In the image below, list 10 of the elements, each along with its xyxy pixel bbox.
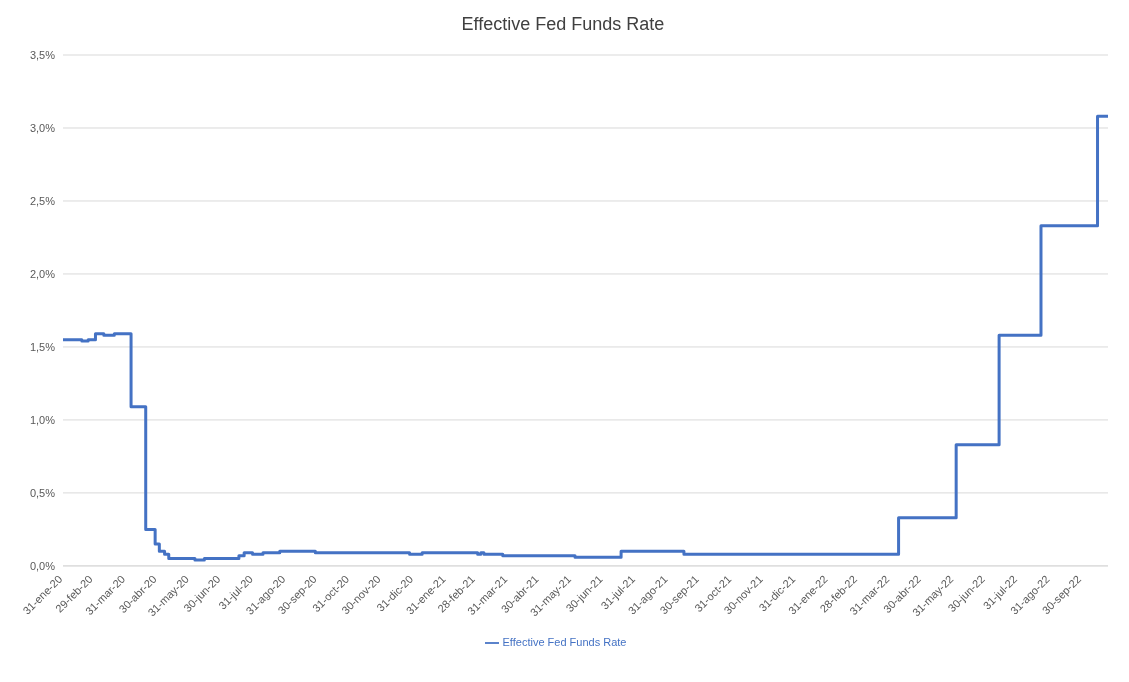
y-tick-label: 0,0% (29, 559, 56, 572)
y-tick-label: 3,0% (29, 121, 56, 134)
y-tick-label: 3,5% (29, 48, 56, 61)
y-tick-label: 2,0% (29, 267, 56, 280)
y-tick-label: 1,0% (29, 413, 56, 426)
legend-label: Effective Fed Funds Rate (502, 635, 627, 648)
y-tick-label: 0,5% (29, 486, 56, 499)
y-tick-label: 1,5% (29, 340, 56, 353)
y-tick-label: 2,5% (29, 194, 56, 207)
chart-title: Effective Fed Funds Rate (460, 14, 666, 35)
